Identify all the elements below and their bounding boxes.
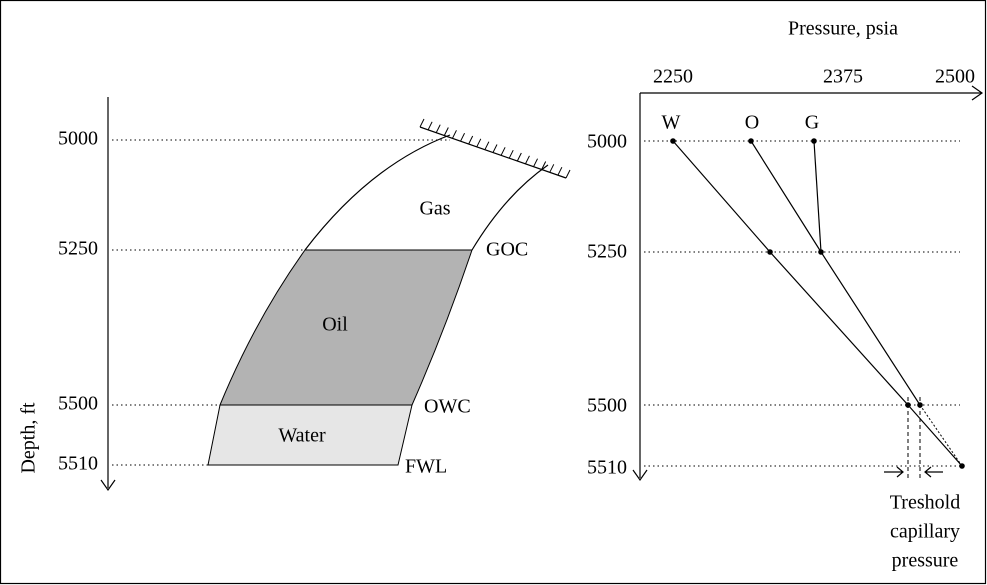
seal-hatch xyxy=(419,118,571,179)
depth-tick: 5510 xyxy=(587,457,627,479)
hatch-line xyxy=(492,144,498,153)
point xyxy=(959,463,965,469)
contact-label: FWL xyxy=(405,456,447,478)
point xyxy=(748,138,754,144)
point xyxy=(767,249,773,255)
depth-tick: 5500 xyxy=(58,393,98,415)
hatch-line xyxy=(533,158,539,167)
hatch-line xyxy=(541,161,547,170)
point xyxy=(905,402,911,408)
axis-arrow xyxy=(100,479,116,492)
oil-extension xyxy=(919,404,963,467)
water-gradient xyxy=(672,140,963,467)
top-right-boundary xyxy=(471,164,549,251)
hatch-line xyxy=(451,130,457,139)
hatch-line xyxy=(565,169,571,179)
axis-label: Pressure, psia xyxy=(788,18,898,40)
axis-arrow xyxy=(971,85,984,101)
pressure-tick: 2250 xyxy=(653,66,693,88)
depth-tick: 5500 xyxy=(587,395,627,417)
note: capillary xyxy=(890,521,960,543)
hatch-line xyxy=(435,124,441,133)
hatch-line xyxy=(524,155,530,165)
points xyxy=(670,138,965,469)
pressure-tick: 2375 xyxy=(823,66,863,88)
note: Treshold xyxy=(890,492,960,514)
hatch-line xyxy=(549,164,555,173)
hatch-line xyxy=(557,166,563,176)
gas-gradient xyxy=(813,140,822,253)
hatch-line xyxy=(468,135,474,145)
zone-label: Water xyxy=(278,425,326,447)
threshold-arrow xyxy=(884,466,904,478)
point xyxy=(917,402,923,408)
oil-gradient xyxy=(750,140,921,406)
hatch-line xyxy=(500,147,506,156)
pressure-plot: Pressure, psia 2250 2375 2500 5000 5250 … xyxy=(587,18,984,572)
contact-label: GOC xyxy=(486,239,528,261)
hatch-line xyxy=(508,149,514,159)
depth-tick: 5000 xyxy=(58,128,98,150)
top-left-boundary xyxy=(304,134,451,251)
axis-arrow xyxy=(632,469,648,482)
gradient-label: G xyxy=(805,112,819,134)
gradient-label: O xyxy=(745,112,759,134)
point xyxy=(670,138,676,144)
hatch-line xyxy=(443,127,449,136)
threshold-arrow xyxy=(924,466,943,478)
hatch-line xyxy=(419,118,425,128)
hatch-line xyxy=(516,152,522,162)
point xyxy=(811,138,817,144)
depth-tick: 5000 xyxy=(587,131,627,153)
depth-tick: 5510 xyxy=(58,453,98,475)
gradient-label: W xyxy=(662,112,681,134)
hatch-line xyxy=(476,138,482,148)
reservoir-section: 5000 5250 5500 5510 Depth, ft Gas Oil Wa… xyxy=(18,97,571,492)
point xyxy=(818,249,824,255)
contact-label: OWC xyxy=(424,396,471,418)
pressure-tick: 2500 xyxy=(935,66,975,88)
axis-label: Depth, ft xyxy=(18,402,40,474)
depth-tick: 5250 xyxy=(58,238,98,260)
hatch-line xyxy=(427,121,433,131)
water-zone xyxy=(207,404,413,466)
hatch-line xyxy=(484,141,490,150)
depth-tick: 5250 xyxy=(587,241,627,263)
hatch-line xyxy=(460,132,466,142)
zone-label: Gas xyxy=(419,198,450,220)
note: pressure xyxy=(892,550,959,572)
zone-label: Oil xyxy=(322,314,348,336)
